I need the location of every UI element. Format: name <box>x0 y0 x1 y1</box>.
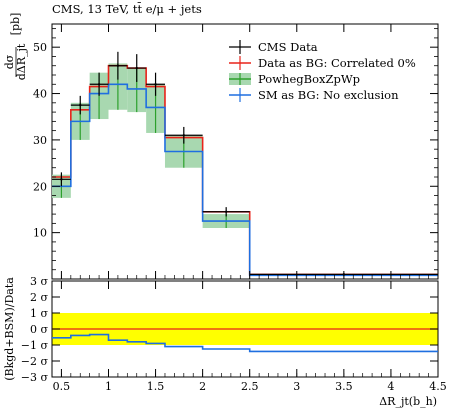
ratio-y-tick-label: −3 σ <box>21 371 49 384</box>
x-tick-label: 4.5 <box>429 380 447 393</box>
x-tick-label: 3 <box>293 380 300 393</box>
main-plot-frame <box>51 23 439 280</box>
data-point <box>79 103 82 107</box>
legend: CMS Data Data as BG: Correlated 0% PowhegB… <box>229 40 416 102</box>
ratio-y-tick-label: 3 σ <box>30 275 48 288</box>
y-axis-label-num: dσ <box>3 54 16 69</box>
data-point <box>135 66 138 70</box>
x-tick-label: 3.5 <box>335 380 353 393</box>
data-point <box>182 134 186 137</box>
legend-label: Data as BG: Correlated 0% <box>258 56 416 70</box>
y-axis-label-den: dΔR_jt <box>15 43 28 80</box>
ratio-y-tick-label: −1 σ <box>21 339 49 352</box>
x-tick-label: 1.5 <box>147 380 165 393</box>
ratio-y-axis-label: (Bkgd+BSM)/Data <box>3 277 16 381</box>
x-tick-label: 0.5 <box>53 380 71 393</box>
y-axis-label-main: dσ dΔR_jt [pb] <box>3 13 28 81</box>
y-axis-label-unit: [pb] <box>9 13 22 36</box>
ratio-y-tick-label: 2 σ <box>30 291 48 304</box>
ratio-y-tick-label: 0 σ <box>30 323 48 336</box>
ratio-content <box>52 313 438 353</box>
y-tick-label: 10 <box>33 227 47 240</box>
ratio-y-tick-label: −2 σ <box>21 355 49 368</box>
x-tick-label: 4 <box>387 380 394 393</box>
main-panel: 10 20 30 40 50 <box>33 23 439 280</box>
legend-label: CMS Data <box>258 40 318 54</box>
data-point <box>116 64 120 67</box>
ratio-panel: −3 σ −2 σ −1 σ 0 σ 1 σ 2 σ 3 σ 0.5 1 1.5 2 2.5 3 3.5 4… <box>21 275 447 393</box>
data-point <box>224 210 228 213</box>
y-tick-label: 40 <box>33 88 47 101</box>
legend-label: PowhegBoxZpWp <box>258 72 360 86</box>
x-tick-label: 2 <box>199 380 206 393</box>
main-ticks-group: 10 20 30 40 50 <box>33 24 439 279</box>
series-line-3 <box>52 83 438 277</box>
y-tick-label: 50 <box>33 41 47 54</box>
ratio-y-tick-label: 1 σ <box>30 307 48 320</box>
legend-label: SM as BG: No exclusion <box>258 88 399 102</box>
y-tick-label: 20 <box>33 180 47 193</box>
x-tick-label: 1 <box>105 380 112 393</box>
x-tick-label: 2.5 <box>241 380 259 393</box>
data-point <box>154 83 157 86</box>
chart-title: CMS, 13 TeV, tt̄ e/μ + jets <box>52 2 202 16</box>
y-tick-label: 30 <box>33 134 47 147</box>
data-point <box>60 178 63 181</box>
ratio-ticks-group: −3 σ −2 σ −1 σ 0 σ 1 σ 2 σ 3 σ 0.5 1 1.5 2 2.5 3 3.5 4… <box>21 275 447 393</box>
x-axis-label: ΔR_jt(b_h) <box>379 395 437 408</box>
data-point <box>97 83 101 86</box>
